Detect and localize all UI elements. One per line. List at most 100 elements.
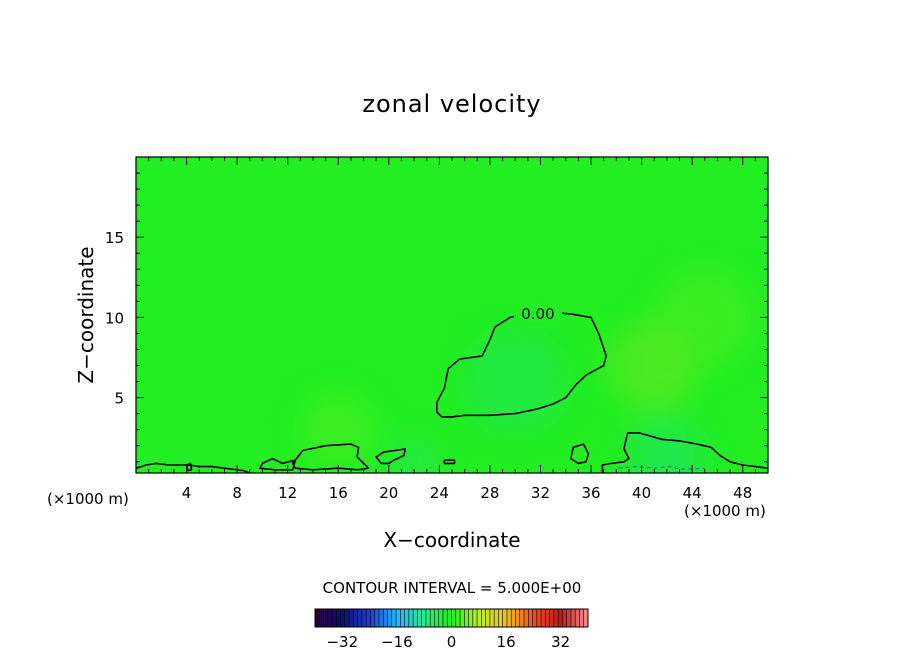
colorbar-cell [460,609,465,627]
colorbar-cell [387,609,393,627]
colorbar-cell [451,609,457,627]
colorbar-cell [442,609,448,627]
colorbar-cell [378,609,384,627]
colorbar-tick-label: 32 [551,633,570,651]
y-tick-label: 15 [105,229,124,247]
colorbar-cell [464,609,469,627]
x-tick-label: 28 [480,484,499,502]
colorbar-cell [566,609,572,627]
colorbar-cell [583,609,589,627]
colorbar-tick-label: 16 [497,633,516,651]
colorbar-cell [336,609,341,627]
field-patch [388,436,440,473]
zero-contour-line [443,459,456,465]
y-axis-label: Z−coordinate [74,246,98,383]
chart-title: zonal velocity [362,90,541,118]
colorbar-cell [494,609,499,627]
colorbar-cell [575,609,580,627]
colorbar-cell [541,609,546,627]
x-tick-label: 44 [683,484,702,502]
field-patch [628,420,705,473]
colorbar-cell [502,609,508,627]
zero-contour-line [259,457,297,471]
colorbar-cell [498,609,504,627]
colorbar-cell [425,609,431,627]
colorbar-frame [314,608,589,628]
colorbar-cell [447,609,452,627]
y-tick-label: 10 [105,309,124,327]
colorbar-cell [438,609,444,627]
colorbar-cell [327,609,333,627]
x-tick-label: 24 [430,484,449,502]
colorbar-cell [553,609,559,627]
x-axis-label: X−coordinate [383,528,520,552]
zero-contour-line [375,448,406,465]
colorbar-cell [366,609,371,627]
contour-label-bg [513,304,562,323]
colorbar-cell [421,609,427,627]
colorbar-cell [374,609,380,627]
colorbar-tick-label: −16 [381,633,413,651]
colorbar-tick-labels: −32 −16 0 16 32 [326,633,570,651]
colorbar-cell [515,609,521,627]
colorbar-cell [511,609,516,627]
colorbar-cell [383,609,388,627]
x-tick-label: 36 [581,484,600,502]
x-tick-label: 4 [182,484,192,502]
colorbar-cell [417,609,423,627]
colorbar-cell [519,609,525,627]
x-tick-label: 20 [379,484,398,502]
field-patch [300,391,377,469]
colorbar-cell [391,609,397,627]
colorbar-cell [340,609,346,627]
field-patch [464,330,566,433]
colorbar-cell [455,609,461,627]
colorbar-cell [353,609,359,627]
colorbar-cell [468,609,474,627]
colorbar-cell [413,609,418,627]
colorbar-cell [481,609,487,627]
colorbar-cell [477,609,482,627]
colorbar-cell [404,609,410,627]
colorbar-tick-label: −32 [326,633,358,651]
zero-contour-line [436,310,607,418]
colorbar-cell [485,609,491,627]
contour-interval: CONTOUR INTERVAL = 5.000E+00 [323,579,582,597]
colorbar-cell [408,609,414,627]
zero-contour-line [291,443,370,471]
colorbar-cell [472,609,478,627]
colorbar-cell [545,609,551,627]
x-tick-label: 40 [632,484,651,502]
x-tick-label: 32 [531,484,550,502]
x-unit-left: (×1000 m) [47,490,129,508]
x-tick-label: 8 [232,484,242,502]
colorbar-cell [549,609,555,627]
zero-contour-line [570,443,590,465]
colorbar-cell [344,609,350,627]
y-tick-label: 5 [114,390,124,408]
field-patch [654,266,756,369]
colorbar-cell [570,609,576,627]
colorbar-cell [323,609,329,627]
zero-contour-line [136,462,251,473]
x-unit-right: (×1000 m) [684,502,766,520]
colorbar-cell [532,609,538,627]
zero-contour-line [601,432,768,473]
colorbar-cell [396,609,401,627]
velocity-field: 0.00 [136,157,768,473]
colorbar-cell [489,609,495,627]
colorbar-cell [349,609,354,627]
colorbar-cell [524,609,529,627]
x-tick-label: 12 [278,484,297,502]
colorbar-cell [558,609,563,627]
x-tick-label: 48 [733,484,752,502]
colorbar [314,608,589,628]
colorbar-cell [528,609,533,627]
colorbar-cell [332,609,337,627]
colorbar-cell [506,609,512,627]
colorbar-cell [400,609,405,627]
contour-label: 0.00 [521,305,554,323]
colorbar-cell [361,609,367,627]
colorbar-cell [319,609,324,627]
